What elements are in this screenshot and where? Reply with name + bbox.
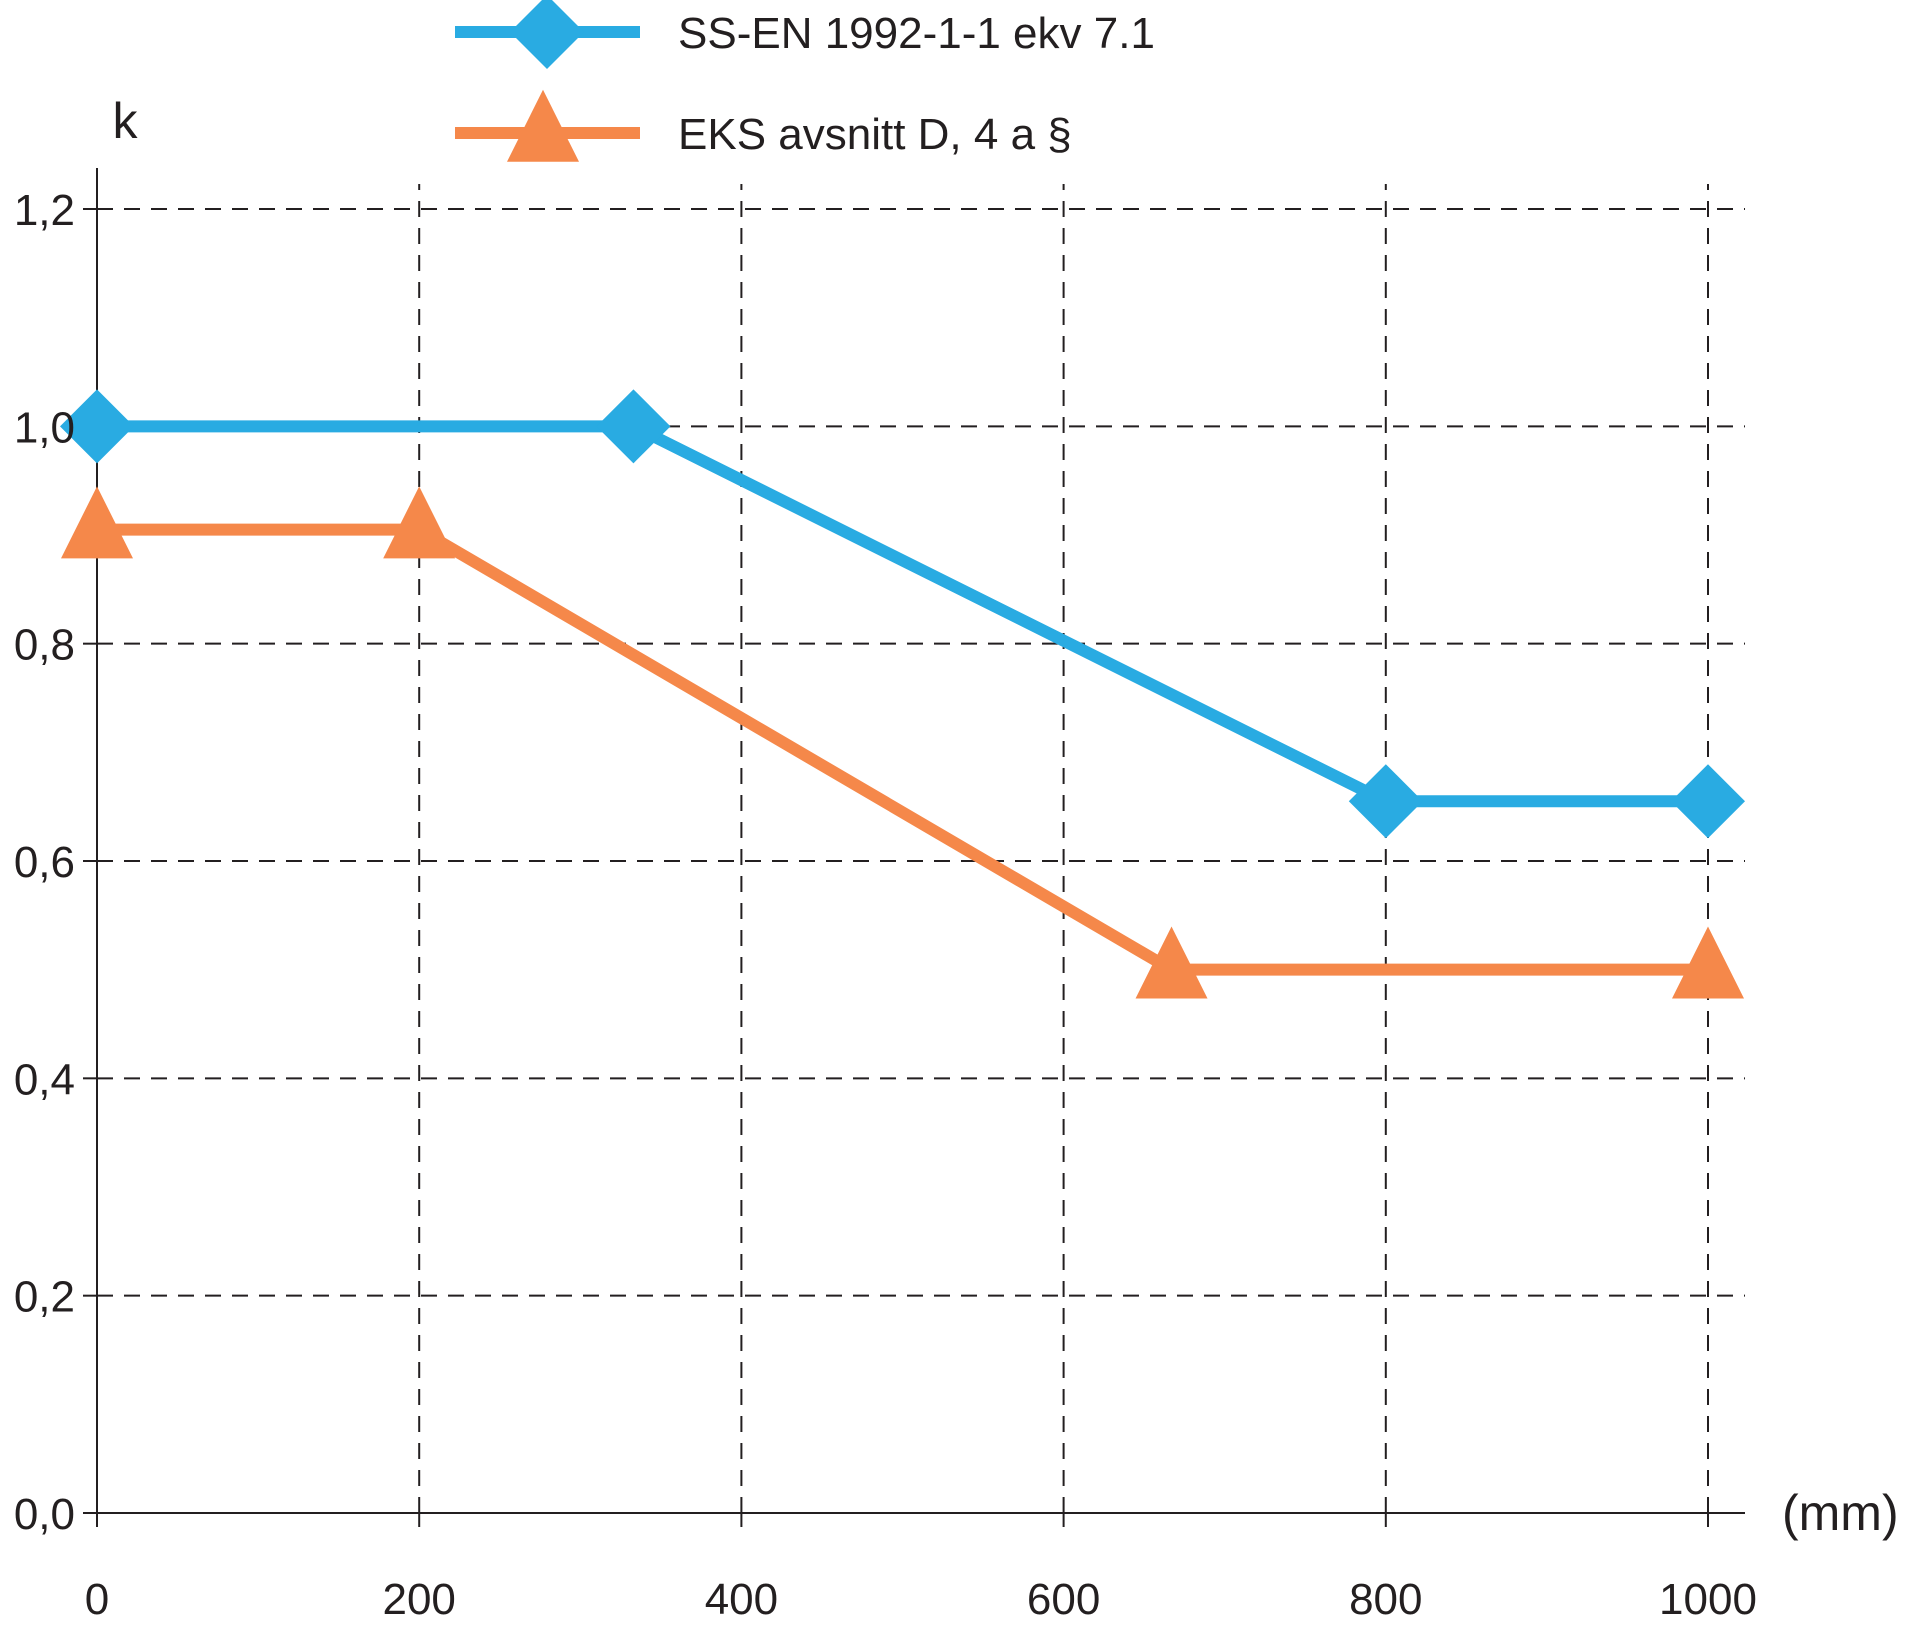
x-tick-label: 400: [705, 1575, 778, 1624]
legend-label: EKS avsnitt D, 4 a §: [678, 110, 1072, 159]
grid: [97, 184, 1745, 1513]
series-eks: [61, 486, 1744, 999]
series: [60, 389, 1745, 999]
y-tick-label: 1,2: [14, 186, 75, 235]
legend: SS-EN 1992-1-1 ekv 7.1 EKS avsnitt D, 4 a…: [455, 0, 1155, 162]
x-tick-label: 1000: [1659, 1575, 1757, 1624]
y-tick-label: 0,2: [14, 1273, 75, 1322]
x-axis-title: (mm): [1782, 1485, 1899, 1541]
data-point-diamond: [1348, 764, 1423, 839]
data-point-diamond: [596, 389, 671, 464]
data-point-diamond: [1671, 764, 1745, 839]
data-point-triangle: [383, 486, 456, 559]
x-tick-label: 600: [1027, 1575, 1100, 1624]
x-tick-label: 800: [1349, 1575, 1422, 1624]
legend-item: SS-EN 1992-1-1 ekv 7.1: [455, 0, 1155, 69]
y-tick-label: 0,8: [14, 621, 75, 670]
legend-triangle-marker: [507, 89, 579, 162]
legend-diamond-marker: [510, 0, 584, 69]
axes: [83, 168, 1745, 1527]
y-tick-label: 0,4: [14, 1055, 75, 1104]
tick-labels: 0,0 0,2 0,4 0,6 0,8 1,0 1,2 0 200 400 600 800 1000: [14, 186, 1757, 1624]
x-tick-label: 200: [382, 1575, 455, 1624]
y-tick-label: 0,6: [14, 838, 75, 887]
series-ss-en: [60, 389, 1745, 839]
x-tick-label: 0: [85, 1575, 109, 1624]
y-tick-label: 1,0: [14, 403, 75, 452]
data-point-triangle: [1135, 926, 1208, 999]
data-point-diamond: [60, 389, 134, 464]
series-line: [97, 420, 1708, 808]
legend-item: EKS avsnitt D, 4 a §: [455, 89, 1072, 162]
series-line: [97, 523, 1708, 976]
data-point-triangle: [61, 486, 133, 559]
y-axis-title: k: [113, 93, 139, 149]
legend-label: SS-EN 1992-1-1 ekv 7.1: [678, 9, 1155, 58]
data-point-triangle: [1672, 926, 1744, 999]
y-tick-label: 0,0: [14, 1490, 75, 1539]
